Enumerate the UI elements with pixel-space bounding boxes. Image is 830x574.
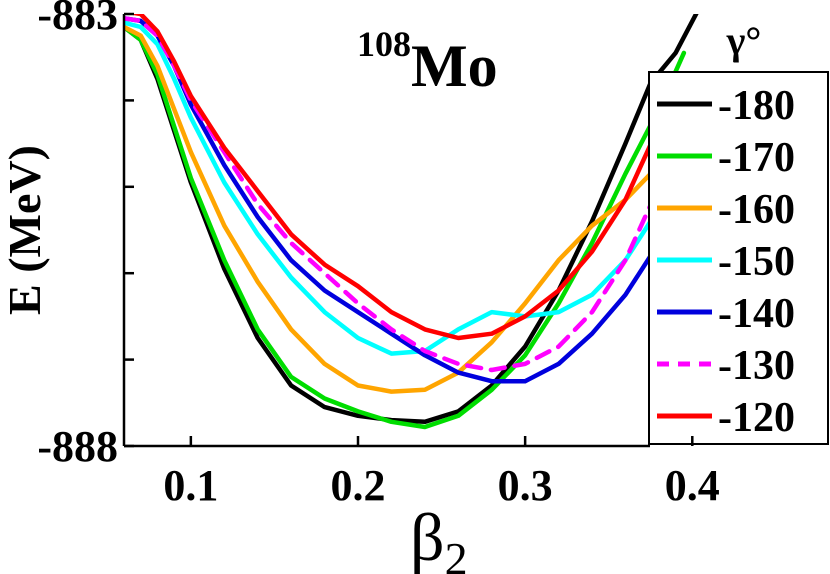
series-line-minus-170	[124, 24, 687, 430]
series-line-minus-120	[126, 14, 678, 341]
x-tick-label: 0.2	[331, 461, 386, 510]
series-line-minus-150	[124, 20, 678, 356]
x-tick-label: 0.3	[498, 461, 553, 510]
legend-label: -120	[718, 395, 795, 441]
y-tick-label: -883	[37, 0, 118, 39]
legend: γ° -180 -170 -160 -150 -140 -130 -120	[648, 18, 829, 445]
x-tick-label: 0.4	[665, 461, 720, 510]
chart-title-mass: 108	[357, 24, 411, 64]
series-line-minus-140	[124, 16, 678, 384]
series-line-minus-160	[124, 24, 678, 394]
chart-title-element: Mo	[411, 33, 498, 99]
legend-label: -180	[718, 83, 795, 129]
x-tick-label: 0.1	[163, 461, 218, 510]
legend-title: γ°	[726, 18, 762, 63]
legend-label: -170	[718, 135, 795, 181]
series-lines	[124, 14, 699, 430]
axes	[122, 14, 650, 448]
y-axis-title: E (MeV)	[0, 145, 50, 315]
y-tick-label: -888	[37, 422, 118, 471]
legend-label: -150	[718, 239, 795, 285]
legend-label: -160	[718, 187, 795, 233]
x-axis-title-subscript: 2	[445, 533, 468, 574]
chart-title: 108Mo	[357, 24, 498, 99]
legend-label: -130	[718, 343, 795, 389]
legend-label: -140	[718, 291, 795, 337]
x-axis-title: β2	[410, 499, 468, 574]
ticks: 0.1 0.2 0.3 0.4 -883 -888	[37, 0, 719, 510]
x-axis-title-symbol: β	[410, 499, 445, 574]
